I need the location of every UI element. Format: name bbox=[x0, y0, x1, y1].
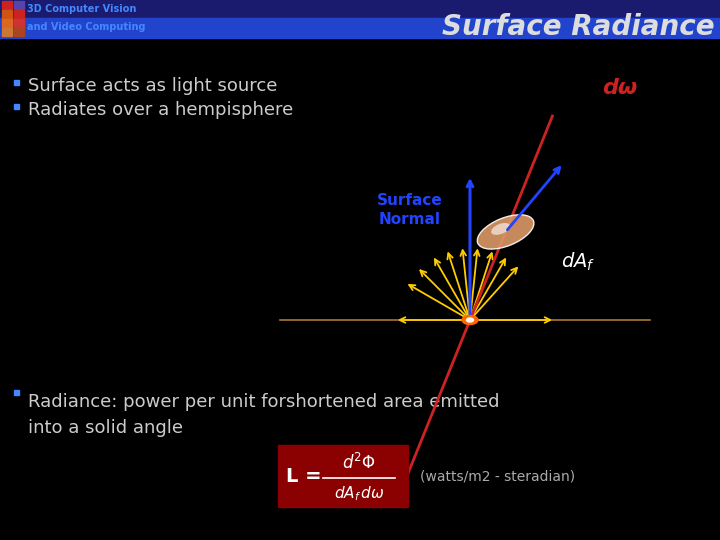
Ellipse shape bbox=[477, 215, 534, 249]
Bar bbox=[14, 10, 24, 18]
Text: Surface acts as light source: Surface acts as light source bbox=[28, 77, 277, 95]
Text: 3D Computer Vision: 3D Computer Vision bbox=[27, 4, 136, 14]
Bar bbox=[0, 0, 720, 18]
Bar bbox=[14, 80, 19, 85]
Text: dω: dω bbox=[603, 78, 638, 98]
Text: L =: L = bbox=[286, 467, 322, 485]
Bar bbox=[14, 28, 24, 36]
Bar bbox=[278, 445, 408, 507]
Text: Surface
Normal: Surface Normal bbox=[377, 193, 443, 227]
Bar bbox=[14, 19, 24, 27]
Ellipse shape bbox=[491, 223, 510, 235]
Text: $\mathit{dA_f}$: $\mathit{dA_f}$ bbox=[561, 251, 595, 273]
Bar bbox=[2, 1, 12, 9]
Text: Radiance: power per unit forshortened area emitted
into a solid angle: Radiance: power per unit forshortened ar… bbox=[28, 393, 500, 437]
Ellipse shape bbox=[467, 318, 474, 322]
Bar bbox=[14, 390, 19, 395]
Text: $dA_f\,d\omega$: $dA_f\,d\omega$ bbox=[333, 485, 384, 503]
Text: Radiates over a hempisphere: Radiates over a hempisphere bbox=[28, 101, 293, 119]
Bar bbox=[2, 28, 12, 36]
Ellipse shape bbox=[462, 315, 478, 325]
Bar bbox=[2, 19, 12, 27]
Bar bbox=[0, 18, 720, 38]
Text: Surface Radiance: Surface Radiance bbox=[442, 13, 715, 41]
Text: $d^2\Phi$: $d^2\Phi$ bbox=[342, 453, 376, 473]
Text: and Video Computing: and Video Computing bbox=[27, 22, 145, 32]
Bar bbox=[14, 1, 24, 9]
Bar bbox=[14, 104, 19, 109]
Text: (watts/m2 - steradian): (watts/m2 - steradian) bbox=[420, 469, 575, 483]
Bar bbox=[2, 10, 12, 18]
